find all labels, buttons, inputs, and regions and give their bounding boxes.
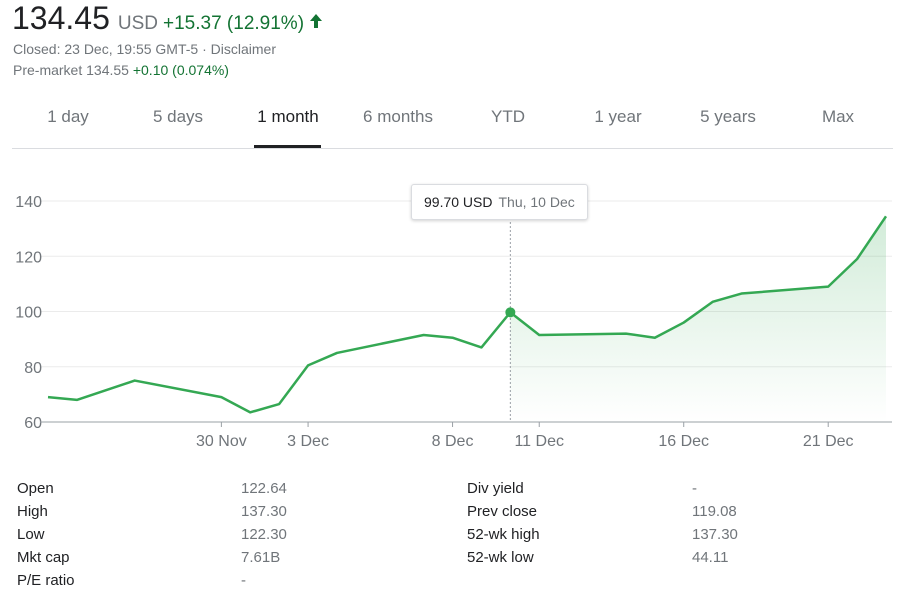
hover-point — [505, 307, 516, 318]
stat-label-mkt-cap: Mkt cap — [17, 549, 70, 566]
premarket-info: Pre-market 134.55 +0.10 (0.074%) — [13, 62, 229, 78]
data-point[interactable] — [623, 331, 629, 337]
premarket-change: +0.10 (0.074%) — [132, 62, 229, 78]
stat-label-52wk-low: 52-wk low — [467, 549, 534, 566]
data-point[interactable] — [681, 320, 687, 326]
price-change: +15.37 (12.91%) — [163, 13, 305, 34]
x-tick-label: 3 Dec — [287, 433, 329, 450]
x-tick-label: 16 Dec — [658, 433, 709, 450]
stat-value-52wk-low: 44.11 — [692, 549, 729, 566]
stat-label-div-yield: Div yield — [467, 480, 524, 497]
chart-area — [510, 216, 886, 422]
data-point[interactable] — [450, 335, 456, 341]
closed-text: Closed: 23 Dec, 19:55 GMT-5 — [13, 41, 199, 57]
stat-value-low: 122.30 — [241, 526, 287, 543]
separator: · — [198, 41, 211, 57]
active-tab-indicator — [254, 145, 321, 148]
premarket-label: Pre-market 134.55 — [13, 62, 133, 78]
data-point[interactable] — [305, 362, 311, 368]
data-point[interactable] — [276, 401, 282, 407]
tooltip-date: Thu, 10 Dec — [498, 194, 575, 210]
range-tabs: 1 day 5 days 1 month 6 months YTD 1 year… — [12, 96, 893, 149]
x-tick-label: 11 Dec — [514, 433, 564, 450]
closed-info: Closed: 23 Dec, 19:55 GMT-5 · Disclaimer — [13, 41, 276, 57]
data-point[interactable] — [45, 394, 51, 400]
stat-value-open: 122.64 — [241, 480, 287, 497]
x-tick-label: 30 Nov — [196, 433, 247, 450]
tab-1-year[interactable]: 1 year — [594, 107, 642, 126]
stat-value-mkt-cap: 7.61B — [241, 549, 281, 566]
stat-label-prev-close: Prev close — [467, 503, 538, 520]
price-chart[interactable]: 140 120 100 80 60 30 Nov 3 Dec 8 Dec 11 Dec 16 De… — [0, 170, 905, 460]
data-point[interactable] — [883, 213, 889, 219]
stat-value-high: 137.30 — [241, 503, 287, 520]
data-point[interactable] — [710, 299, 716, 305]
chart-axes: 140 120 100 80 60 30 Nov 3 Dec 8 Dec 11 Dec 16 De… — [15, 194, 892, 450]
tab-ytd[interactable]: YTD — [491, 107, 525, 126]
series-line — [47, 215, 888, 414]
tab-5-years[interactable]: 5 years — [700, 107, 756, 126]
tab-6-months[interactable]: 6 months — [363, 107, 433, 126]
y-tick-label: 100 — [15, 305, 42, 322]
y-tick-label: 60 — [24, 415, 42, 432]
price-chart-svg[interactable]: 140 120 100 80 60 30 Nov 3 Dec 8 Dec 11 Dec 16 De… — [0, 170, 905, 460]
stat-label-low: Low — [17, 526, 45, 543]
stat-value-52wk-high: 137.30 — [692, 526, 738, 543]
tab-5-days[interactable]: 5 days — [152, 107, 204, 126]
data-point[interactable] — [825, 284, 831, 290]
stat-label-open: Open — [17, 480, 54, 497]
tooltip-price: 99.70 USD — [424, 194, 493, 210]
data-point[interactable] — [536, 332, 542, 338]
tab-max[interactable]: Max — [821, 107, 855, 126]
stat-value-div-yield: - — [692, 480, 697, 497]
chart-tooltip: 99.70 USD Thu, 10 Dec — [411, 184, 588, 220]
data-point[interactable] — [132, 378, 138, 384]
stat-label-52wk-high: 52-wk high — [467, 526, 540, 543]
arrow-up-icon — [309, 13, 323, 34]
stat-label-pe-ratio: P/E ratio — [17, 572, 75, 589]
series-area — [510, 216, 886, 422]
y-tick-label: 120 — [15, 249, 42, 266]
x-tick-label: 21 Dec — [803, 433, 854, 450]
data-point[interactable] — [247, 409, 253, 415]
data-point[interactable] — [421, 332, 427, 338]
tab-1-day[interactable]: 1 day — [47, 107, 89, 126]
y-tick-label: 140 — [15, 194, 42, 211]
quote-header: 134.45 USD +15.37 (12.91%) — [12, 0, 323, 40]
chart-line — [45, 213, 889, 415]
data-point[interactable] — [652, 335, 658, 341]
data-point[interactable] — [218, 394, 224, 400]
data-point[interactable] — [74, 397, 80, 403]
data-point[interactable] — [478, 344, 484, 350]
data-point[interactable] — [854, 256, 860, 262]
data-point[interactable] — [739, 291, 745, 297]
currency-label: USD — [117, 13, 158, 34]
data-point[interactable] — [334, 350, 340, 356]
stat-value-prev-close: 119.08 — [692, 503, 737, 520]
stat-label-high: High — [17, 503, 48, 520]
chart-highlight — [505, 218, 516, 422]
disclaimer-link[interactable]: Disclaimer — [210, 41, 276, 57]
x-tick-label: 8 Dec — [432, 433, 474, 450]
y-tick-label: 80 — [24, 360, 42, 377]
tab-1-month[interactable]: 1 month — [257, 107, 319, 126]
stat-value-pe-ratio: - — [241, 572, 246, 589]
current-price: 134.45 — [12, 0, 110, 36]
